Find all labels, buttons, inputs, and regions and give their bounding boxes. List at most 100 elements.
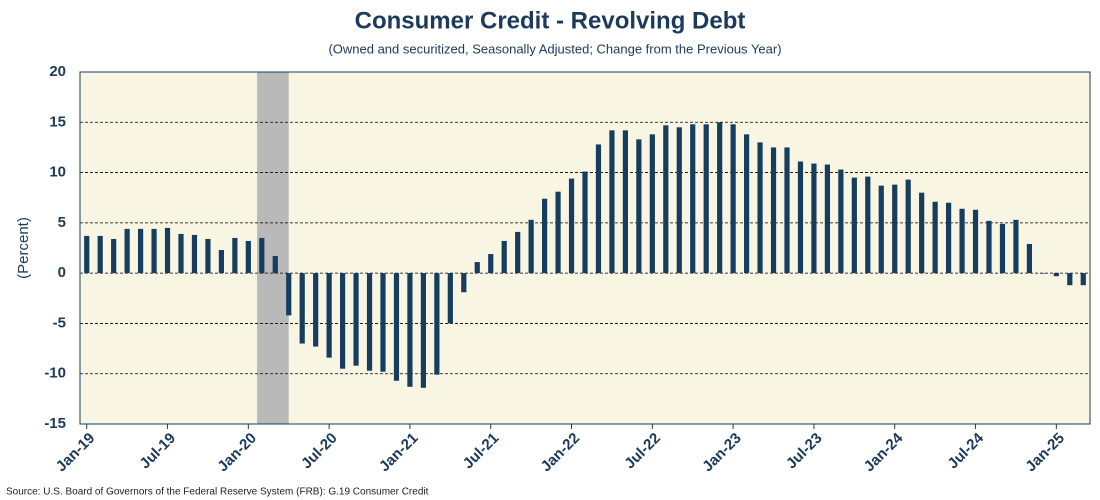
bar [393, 273, 400, 381]
bar [488, 254, 494, 274]
bar [757, 142, 763, 274]
bar [690, 124, 696, 274]
bar [595, 144, 602, 274]
bar [744, 134, 750, 274]
y-tick-label: -5 [53, 314, 66, 331]
bar [582, 171, 588, 274]
bar [1053, 273, 1059, 277]
bar [515, 231, 521, 274]
y-tick-label: 0 [58, 264, 66, 281]
y-axis-label: (Percent) [15, 217, 32, 279]
x-tick-label: Jan-24 [861, 429, 907, 475]
bar [797, 161, 804, 274]
bar [259, 237, 265, 274]
bar [636, 139, 642, 274]
y-tick-label: 20 [49, 63, 66, 80]
chart-title: Consumer Credit - Revolving Debt [355, 7, 746, 34]
bar [380, 273, 386, 372]
y-tick-label: -10 [44, 365, 66, 382]
bar [353, 273, 359, 366]
bar [1026, 243, 1032, 274]
bar [622, 130, 628, 274]
bar [878, 185, 884, 274]
y-tick-label: 10 [49, 164, 66, 181]
bar [555, 191, 561, 274]
bar [932, 201, 938, 274]
bar [124, 228, 130, 274]
bar [663, 125, 669, 274]
bar [366, 273, 373, 371]
plot-border [79, 71, 1091, 425]
bar [676, 127, 682, 274]
bar [501, 240, 507, 274]
source-note: Source: U.S. Board of Governors of the F… [6, 487, 429, 498]
bar [919, 192, 925, 274]
bar [299, 273, 305, 344]
x-tick-label: Jan-21 [376, 430, 422, 476]
bar [272, 256, 278, 274]
bar [649, 134, 655, 274]
bar [191, 234, 198, 274]
bar [824, 164, 830, 274]
bar [1067, 273, 1073, 286]
bar [474, 262, 480, 274]
bar [420, 273, 426, 388]
bar [986, 220, 992, 274]
bar [232, 237, 238, 274]
bar [1080, 273, 1086, 286]
bar [326, 273, 332, 358]
bar [164, 227, 171, 274]
bar [542, 198, 548, 274]
x-tick-label: Jul-20 [298, 430, 341, 473]
bar [1040, 273, 1046, 274]
x-tick-label: Jan-25 [1022, 430, 1068, 476]
bar [340, 273, 346, 369]
x-tick-label: Jul-24 [944, 429, 987, 472]
bar [178, 233, 184, 274]
bar [609, 130, 615, 274]
bar [959, 208, 965, 274]
bar [717, 122, 723, 274]
bar [434, 273, 440, 375]
bar [946, 202, 952, 274]
x-tick-label: Jul-22 [621, 430, 664, 473]
y-tick-label: 5 [58, 214, 66, 231]
bar [407, 273, 413, 387]
bar [205, 238, 211, 274]
bar [528, 219, 534, 274]
bar [568, 178, 575, 274]
bar [1013, 219, 1019, 274]
bar [851, 177, 857, 274]
bar [84, 235, 90, 274]
y-tick-label: 15 [49, 113, 66, 130]
bar [838, 169, 844, 274]
bar [218, 250, 224, 274]
bar [972, 209, 979, 274]
bar [97, 235, 103, 274]
bar [151, 228, 157, 274]
bar [730, 124, 736, 274]
bar [703, 124, 709, 274]
chart-subtitle: (Owned and securitized, Seasonally Adjus… [328, 41, 781, 56]
x-tick-label: Jan-19 [53, 430, 99, 476]
bar [865, 176, 871, 274]
bar [784, 147, 790, 274]
bar [811, 163, 817, 274]
bar [286, 273, 292, 316]
x-tick-label: Jul-21 [460, 430, 503, 473]
bar [111, 238, 117, 274]
bar [999, 223, 1006, 274]
x-tick-label: Jul-19 [136, 430, 179, 473]
bar [461, 273, 467, 293]
x-tick-label: Jan-22 [538, 430, 584, 476]
bar [770, 147, 777, 274]
bar [905, 179, 911, 274]
bar [447, 273, 453, 324]
bar [245, 240, 251, 274]
x-tick-label: Jul-23 [783, 430, 826, 473]
bar [138, 228, 144, 274]
bar [313, 273, 319, 347]
bar [892, 184, 898, 274]
x-tick-label: Jan-23 [699, 430, 745, 476]
